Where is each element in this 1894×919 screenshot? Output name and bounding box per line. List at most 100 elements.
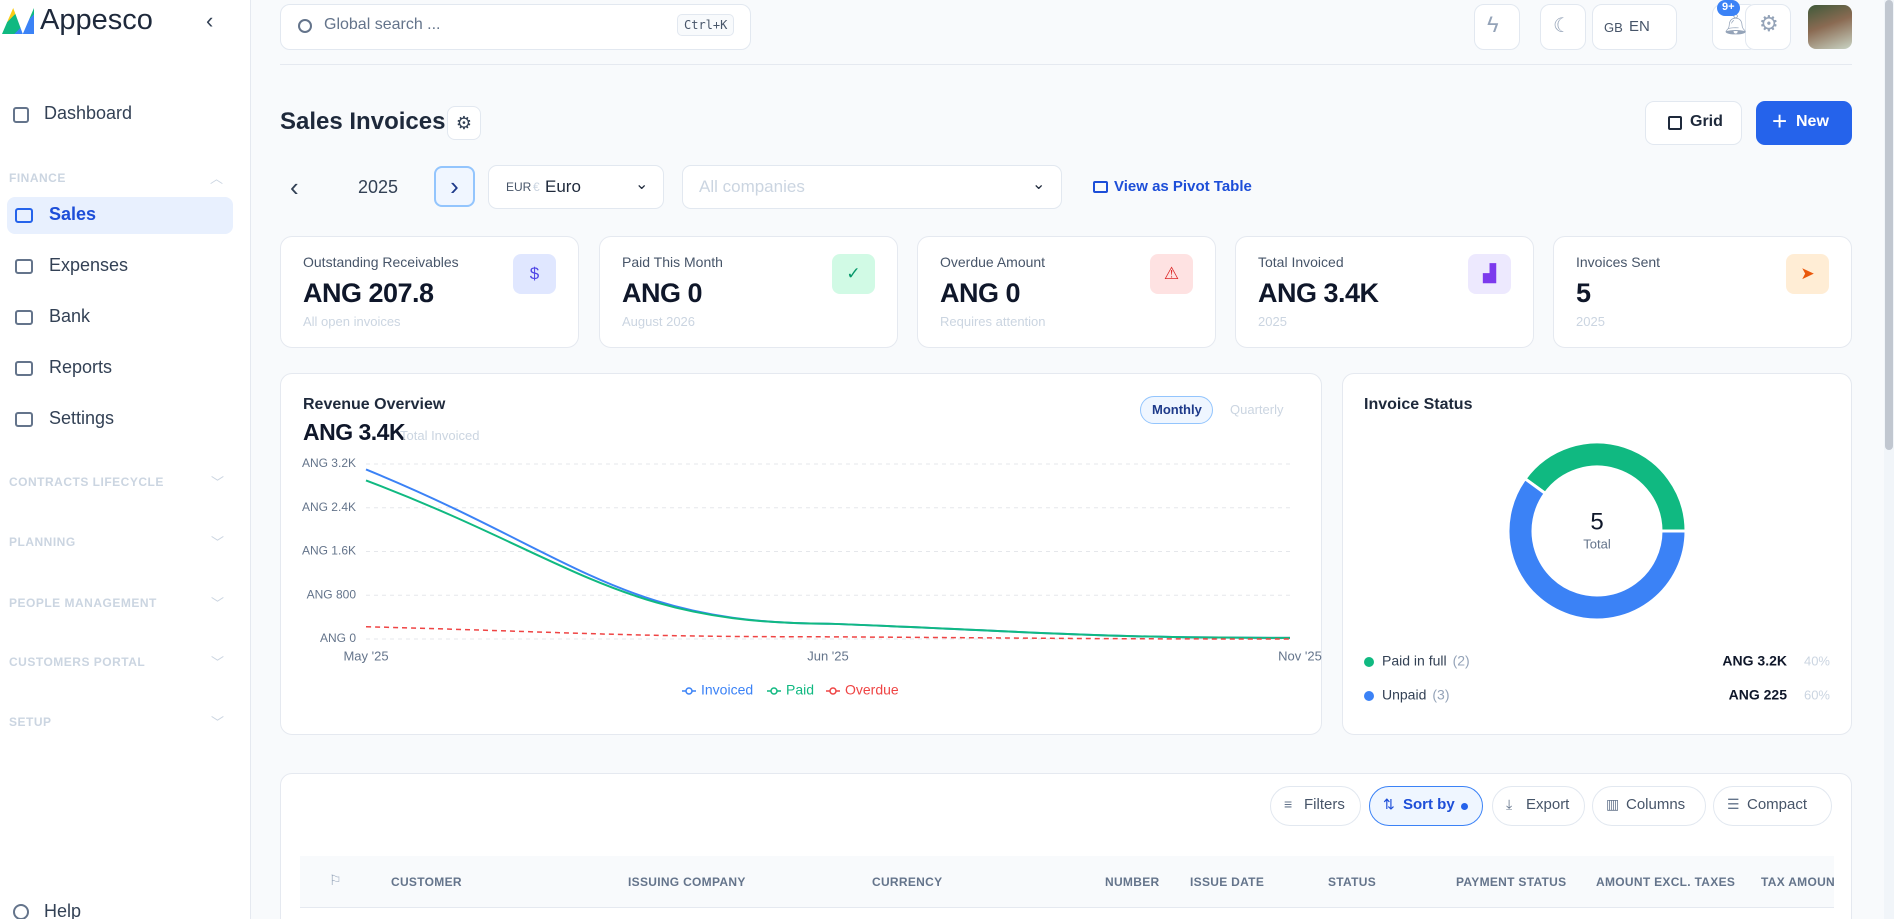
search-shortcut: Ctrl+K xyxy=(677,14,735,36)
icon-button[interactable] xyxy=(1540,4,1586,50)
chart-headline-caption: Total Invoiced xyxy=(400,428,480,443)
kpi-sub: Requires attention xyxy=(940,314,1046,329)
table-header xyxy=(300,856,1834,908)
column-header[interactable]: NUMBER xyxy=(1105,875,1160,889)
column-header[interactable]: ISSUE DATE xyxy=(1190,875,1265,889)
scrollbar xyxy=(1884,0,1894,919)
nav-item[interactable]: Settings xyxy=(49,408,115,428)
grid-button-label: Grid xyxy=(1690,113,1723,130)
bell-icon: 🔔︎ xyxy=(1723,14,1749,36)
sidebar xyxy=(0,0,251,919)
nav-item[interactable]: Dashboard xyxy=(44,103,133,123)
kpi-label: Invoices Sent xyxy=(1576,254,1661,270)
toolbar-label: Compact xyxy=(1747,796,1808,813)
toolbar-icon: ▥ xyxy=(1606,796,1620,812)
collapse-button[interactable]: ‹ xyxy=(206,8,214,33)
nav-item[interactable]: Reports xyxy=(49,357,113,377)
period-option[interactable]: Monthly xyxy=(1152,402,1202,417)
avatar[interactable] xyxy=(1808,5,1852,49)
toolbar-button[interactable] xyxy=(1492,786,1585,826)
icon xyxy=(13,107,29,123)
nav-item[interactable]: Sales xyxy=(49,204,97,224)
chevron: ︿ xyxy=(210,171,224,186)
toolbar-button[interactable] xyxy=(1270,786,1361,826)
kpi-label: Total Invoiced xyxy=(1258,254,1344,270)
column-header[interactable]: CUSTOMER xyxy=(391,875,462,889)
chevron: ⌄ xyxy=(635,176,649,193)
nav-item[interactable]: Bank xyxy=(49,306,91,326)
kpi-icon: ⚠ xyxy=(1150,254,1193,294)
grid-button[interactable] xyxy=(1645,101,1742,145)
currency-select[interactable] xyxy=(488,165,664,209)
pivot-link[interactable]: View as Pivot Table xyxy=(1114,178,1252,195)
column-header[interactable]: TAX AMOUN xyxy=(1761,875,1836,889)
period-toggle[interactable] xyxy=(1140,396,1213,424)
currency-code: EUR xyxy=(506,180,532,194)
topbar-divider xyxy=(280,64,1852,65)
toolbar-button[interactable] xyxy=(1592,786,1706,826)
active-dot xyxy=(1461,803,1468,810)
section-label: FINANCE xyxy=(9,171,66,185)
column-header[interactable]: PAYMENT STATUS xyxy=(1456,875,1567,889)
language-button[interactable] xyxy=(1592,4,1677,50)
next-year[interactable]: › xyxy=(434,166,475,207)
chart-headline: ANG 3.4K xyxy=(303,419,406,445)
search-box[interactable] xyxy=(280,4,751,50)
chevron: ⌄ xyxy=(1032,176,1046,193)
column-header[interactable]: AMOUNT EXCL. TAXES xyxy=(1596,875,1736,889)
currency-symbol: € xyxy=(533,180,540,194)
company-select[interactable] xyxy=(682,165,1062,209)
toolbar-icon: ☰ xyxy=(1727,796,1740,812)
chart-title: Revenue Overview xyxy=(303,396,446,413)
nav-item[interactable]: Expenses xyxy=(49,255,129,275)
section-label[interactable]: CONTRACTS LIFECYCLE xyxy=(9,475,164,489)
chart-card xyxy=(1342,373,1852,735)
plus-icon: + xyxy=(1772,106,1788,136)
settings-button[interactable]: ⚙ xyxy=(447,106,481,140)
currency-name: Euro xyxy=(545,177,581,196)
section-label[interactable]: PEOPLE MANAGEMENT xyxy=(9,596,157,610)
column-header[interactable]: CURRENCY xyxy=(872,875,943,889)
column-header[interactable]: STATUS xyxy=(1328,875,1377,889)
section-label[interactable]: PLANNING xyxy=(9,535,76,549)
chevron: ﹀ xyxy=(211,715,225,730)
kpi-label: Paid This Month xyxy=(622,254,723,270)
chevron: ﹀ xyxy=(211,535,225,550)
icon xyxy=(15,310,33,325)
kpi-icon: $ xyxy=(513,254,556,294)
icon xyxy=(15,361,33,376)
icon xyxy=(15,259,33,274)
icon xyxy=(15,208,33,223)
column-header[interactable]: ISSUING COMPANY xyxy=(628,875,746,889)
kpi-sub: 2025 xyxy=(1576,314,1605,329)
icon xyxy=(1093,181,1108,193)
scrollbar-thumb xyxy=(1885,0,1893,450)
toolbar-button[interactable] xyxy=(1713,786,1832,826)
icon xyxy=(298,19,312,33)
icon-button[interactable] xyxy=(1745,4,1791,50)
page-title: Sales Invoices xyxy=(280,108,446,135)
icon-button[interactable] xyxy=(1474,4,1520,50)
chevron: ﹀ xyxy=(211,596,225,611)
icon xyxy=(1668,116,1682,130)
help-link[interactable]: Help xyxy=(44,901,82,919)
toolbar-icon: ≡ xyxy=(1284,796,1293,812)
kpi-sub: August 2026 xyxy=(622,314,696,329)
period-option[interactable]: Quarterly xyxy=(1230,402,1284,417)
kpi-icon: ➤ xyxy=(1786,254,1829,294)
chart-title: Invoice Status xyxy=(1364,396,1473,413)
kpi-value: ANG 0 xyxy=(940,278,1021,308)
language-code: EN xyxy=(1629,18,1650,35)
prev-year[interactable]: ‹ xyxy=(290,172,299,202)
section-label[interactable]: CUSTOMERS PORTAL xyxy=(9,655,146,669)
kpi-icon: ▟ xyxy=(1468,254,1511,294)
region-code: GB xyxy=(1604,20,1623,35)
kpi-sub: 2025 xyxy=(1258,314,1287,329)
kpi-value: ANG 3.4K xyxy=(1258,278,1379,308)
kpi-label: Outstanding Receivables xyxy=(303,254,459,270)
toolbar-icon: ⤓ xyxy=(1506,796,1513,812)
icon xyxy=(15,412,33,427)
section-label[interactable]: SETUP xyxy=(9,715,52,729)
toolbar-label: Sort by xyxy=(1403,796,1455,813)
new-button[interactable] xyxy=(1756,101,1852,145)
